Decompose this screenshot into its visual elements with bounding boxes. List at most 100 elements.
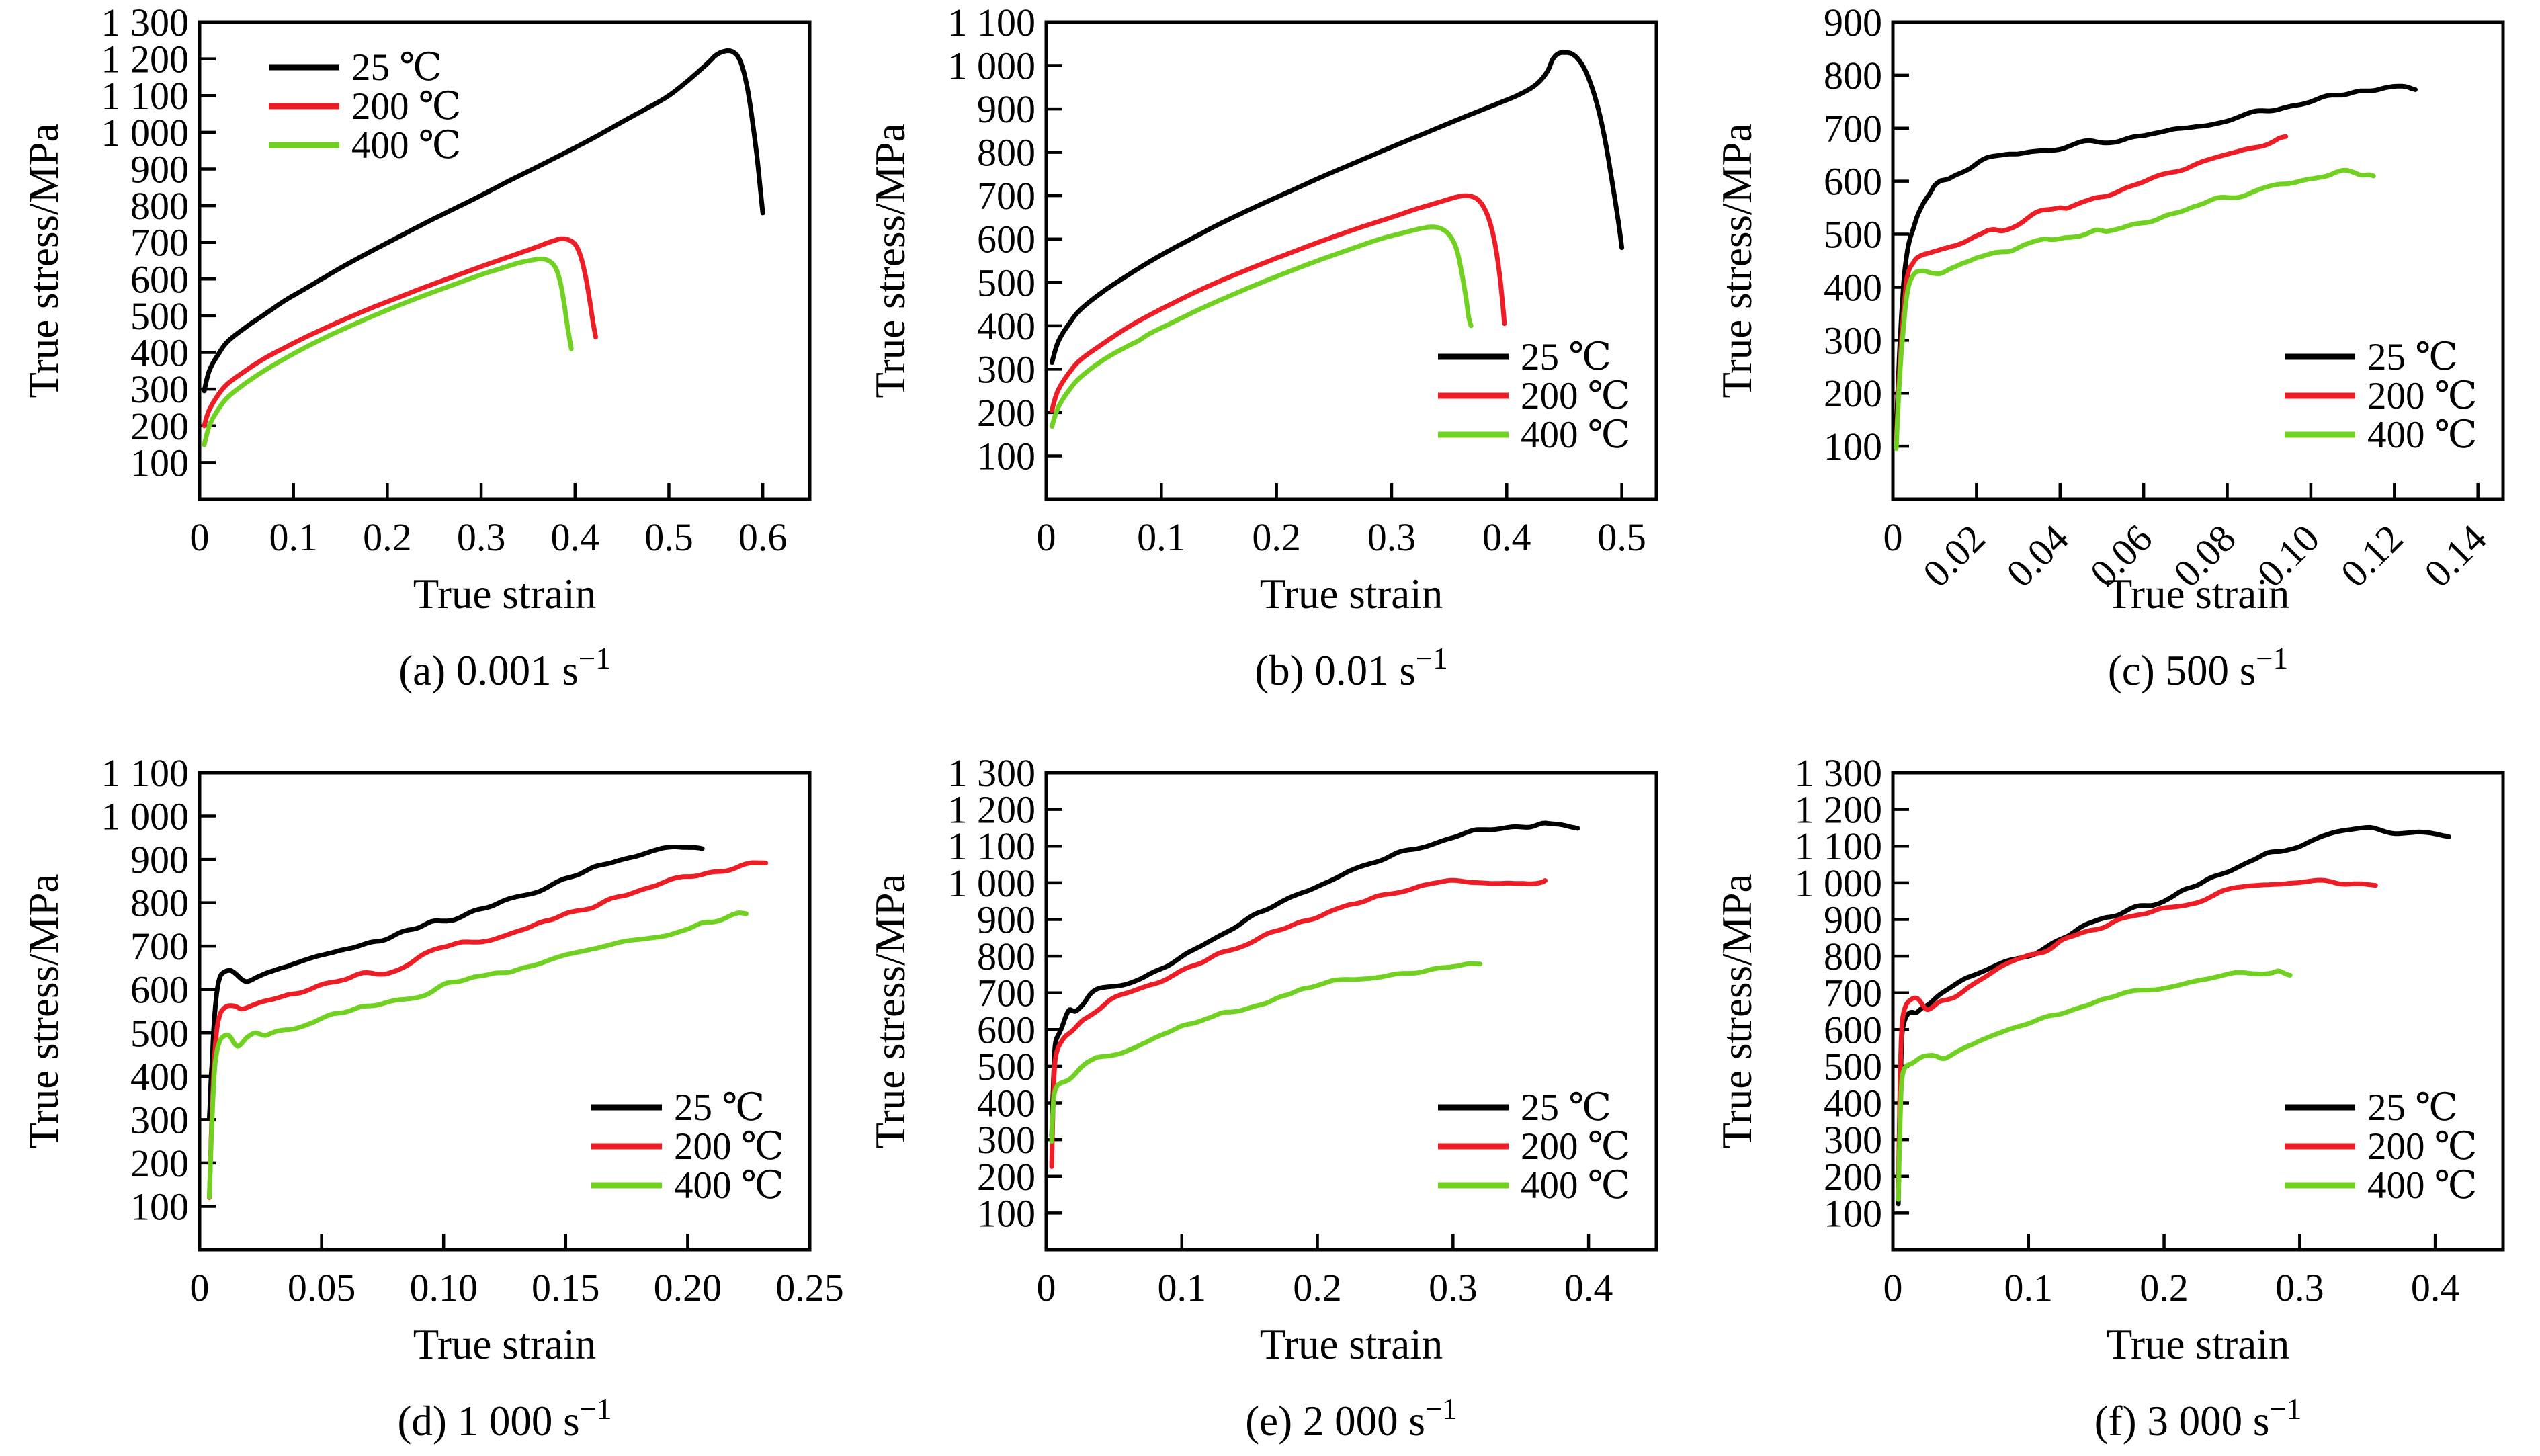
x-tick-label: 0.3 <box>1429 1266 1478 1310</box>
x-axis-title: True strain <box>2107 570 2289 617</box>
x-tick-label: 0.5 <box>1597 515 1646 559</box>
legend-label: 200 ℃ <box>2367 1125 2478 1168</box>
y-tick-label: 800 <box>130 184 189 228</box>
x-tick-label: 0.20 <box>654 1266 722 1310</box>
legend-label: 200 ℃ <box>351 85 462 128</box>
y-tick-label: 600 <box>1824 160 1882 204</box>
x-tick-label: 0 <box>190 1266 210 1310</box>
subplot-c: 100 200 300 400 500 600 700 800 900 0 0.02 0.04 0.06… <box>1693 0 2540 728</box>
y-tick-label: 600 <box>130 257 189 301</box>
y-axis-title: True stress/MPa <box>867 873 914 1148</box>
y-axis-title: True stress/MPa <box>20 123 67 398</box>
y-axis: 100 200 300 400 500 600 700 800 900 <box>1824 1 1909 468</box>
curve-200 <box>1894 134 2289 445</box>
legend-label: 400 ℃ <box>1521 414 1631 456</box>
x-axis: 0 0.1 0.2 0.3 0.4 <box>1883 1234 2459 1310</box>
subplot-f: 100 200 300 400 500 600 700 800 900 1 000 1 100 1 2… <box>1693 728 2540 1456</box>
legend-label: 25 ℃ <box>674 1086 765 1129</box>
y-tick-label: 1 100 <box>101 751 189 795</box>
x-tick-label: 0.2 <box>363 515 412 559</box>
panel-caption: (d) 1 000 s−1 <box>397 1392 611 1445</box>
x-tick-label: 0.4 <box>551 515 600 559</box>
curve-200 <box>202 236 598 429</box>
y-tick-label: 300 <box>1824 318 1882 362</box>
plot-frame <box>1891 771 2505 1252</box>
y-tick-label: 100 <box>977 434 1035 478</box>
x-tick-label: 0.1 <box>1137 515 1186 559</box>
y-tick-label: 900 <box>977 898 1035 941</box>
y-tick-label: 700 <box>977 174 1035 218</box>
series-group <box>207 845 769 1200</box>
curve-400 <box>207 910 749 1199</box>
legend-label: 400 ℃ <box>351 124 462 167</box>
y-tick-label: 700 <box>130 925 189 968</box>
y-tick-label: 200 <box>1824 372 1882 415</box>
y-tick-label: 400 <box>1824 265 1882 309</box>
y-tick-label: 200 <box>130 404 189 448</box>
x-tick-label: 0 <box>190 515 210 559</box>
plot-frame <box>1044 771 1658 1252</box>
x-tick-label: 0.1 <box>2004 1266 2054 1310</box>
y-tick-label: 300 <box>130 1098 189 1142</box>
y-tick-label: 1 300 <box>101 1 189 44</box>
x-tick-label: 0 <box>1883 1266 1903 1310</box>
legend-label: 25 ℃ <box>351 46 442 89</box>
y-axis-title: True stress/MPa <box>1713 123 1761 398</box>
y-tick-label: 700 <box>130 221 189 265</box>
y-tick-label: 600 <box>130 968 189 1012</box>
x-tick-label: 0.2 <box>1293 1266 1342 1310</box>
legend-label: 200 ℃ <box>2367 375 2478 417</box>
legend-label: 200 ℃ <box>1521 1125 1631 1168</box>
curve-25 <box>202 48 765 394</box>
curve-400 <box>1896 968 2293 1202</box>
y-tick-label: 900 <box>1824 898 1882 941</box>
y-tick-label: 400 <box>130 331 189 375</box>
x-tick-label: 0 <box>1037 1266 1056 1310</box>
y-tick-label: 800 <box>1824 935 1882 978</box>
y-tick-label: 200 <box>130 1142 189 1185</box>
plot-frame <box>198 20 812 501</box>
y-tick-label: 100 <box>977 1191 1035 1235</box>
x-tick-label: 0.25 <box>775 1266 844 1310</box>
panel-caption: (e) 2 000 s−1 <box>1245 1392 1457 1445</box>
x-tick-label: 0 <box>1037 515 1056 559</box>
curve-400 <box>1894 167 2376 451</box>
y-tick-label: 1 000 <box>101 111 189 155</box>
subplot-d: 100 200 300 400 500 600 700 800 900 1 000 1 100 0 0.… <box>0 728 847 1456</box>
x-tick-label: 0.4 <box>1564 1266 1613 1310</box>
series-group <box>1050 50 1625 429</box>
series-group <box>1894 83 2418 451</box>
subplot-e: 100 200 300 400 500 600 700 800 900 1 000 1 100 1 2… <box>847 728 1693 1456</box>
x-tick-label: 0.10 <box>409 1266 478 1310</box>
y-tick-label: 600 <box>977 1008 1035 1052</box>
y-tick-label: 900 <box>130 147 189 191</box>
y-tick-label: 300 <box>977 1118 1035 1162</box>
y-tick-label: 100 <box>130 441 189 484</box>
y-tick-label: 1 200 <box>101 38 189 81</box>
y-tick-label: 400 <box>977 304 1035 348</box>
panel-caption: (f) 3 000 s−1 <box>2094 1392 2302 1445</box>
x-axis-title: True strain <box>1260 1321 1443 1368</box>
y-tick-label: 800 <box>130 882 189 925</box>
x-tick-label: 0.2 <box>2140 1266 2189 1310</box>
y-tick-label: 400 <box>130 1055 189 1099</box>
y-tick-label: 900 <box>977 87 1035 131</box>
x-tick-label: 0.02 <box>1914 516 1994 595</box>
curve-200 <box>1896 877 2378 1197</box>
x-axis-title: True strain <box>413 1321 596 1368</box>
x-tick-label: 0.3 <box>1367 515 1416 559</box>
y-tick-label: 200 <box>977 391 1035 435</box>
x-tick-label: 0.3 <box>2275 1266 2324 1310</box>
curve-200 <box>1049 877 1548 1169</box>
x-tick-label: 0.1 <box>1158 1266 1207 1310</box>
legend-label: 200 ℃ <box>674 1125 784 1168</box>
y-tick-label: 500 <box>130 294 189 338</box>
y-axis-title: True stress/MPa <box>20 873 67 1148</box>
y-tick-label: 100 <box>1824 1191 1882 1235</box>
